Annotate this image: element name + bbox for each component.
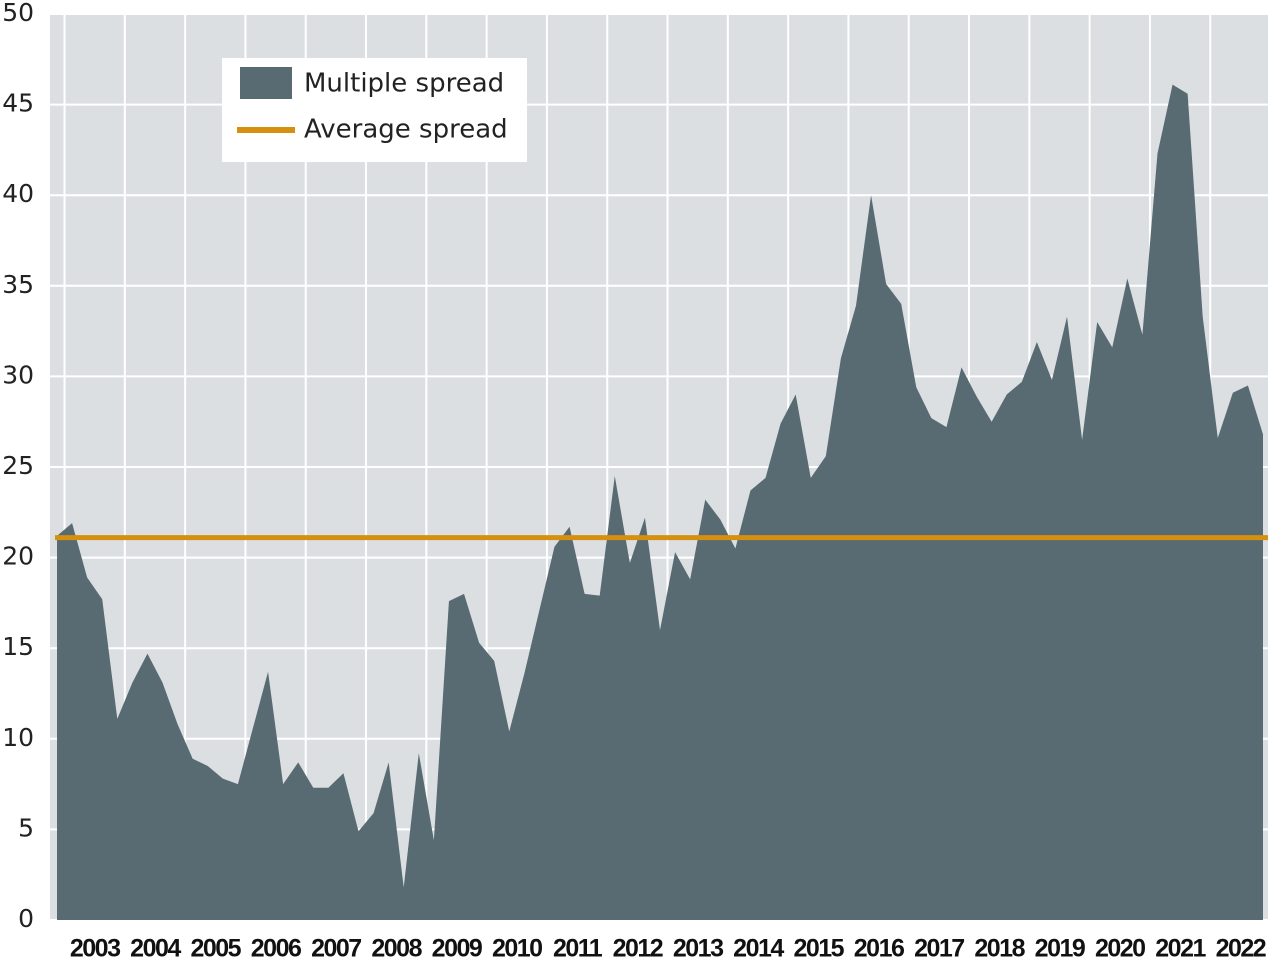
legend-label: Average spread	[304, 115, 508, 145]
x-tick-label: 2010	[492, 935, 542, 963]
x-tick-label: 2016	[854, 935, 904, 963]
area	[57, 84, 1263, 921]
x-tick-label: 2018	[974, 935, 1025, 963]
y-tick-label: 35	[2, 270, 34, 299]
y-tick-label: 5	[18, 813, 34, 842]
x-tick-label: 2013	[673, 935, 723, 963]
y-tick-label: 30	[2, 360, 34, 389]
x-tick-label: 2003	[70, 935, 120, 963]
x-tick-label: 2014	[733, 935, 784, 963]
x-tick-label: 2015	[793, 935, 844, 963]
x-tick-label: 2007	[311, 935, 361, 963]
x-tick-label: 2017	[914, 935, 964, 963]
x-tick-label: 2012	[613, 935, 663, 963]
x-tick-label: 2008	[371, 935, 422, 963]
y-tick-label: 40	[2, 179, 34, 208]
y-tick-label: 10	[2, 723, 34, 752]
x-tick-label: 2011	[553, 935, 603, 963]
x-tick-label: 2020	[1095, 935, 1145, 963]
x-tick-label: 2004	[130, 935, 181, 963]
y-tick-label: 50	[2, 0, 34, 27]
y-tick-label: 15	[2, 632, 34, 661]
x-tick-label: 2006	[251, 935, 301, 963]
y-tick-label: 45	[2, 89, 34, 118]
y-tick-label: 20	[2, 542, 34, 571]
legend-swatch	[240, 67, 292, 99]
x-tick-label: 2005	[190, 935, 241, 963]
y-tick-label: 25	[2, 451, 34, 480]
x-tick-label: 2021	[1155, 935, 1206, 963]
x-tick-label: 2019	[1035, 935, 1085, 963]
x-tick-label: 2009	[432, 935, 482, 963]
legend-label: Multiple spread	[304, 69, 504, 99]
y-tick-label: 0	[18, 904, 34, 933]
x-tick-label: 2022	[1216, 935, 1266, 963]
